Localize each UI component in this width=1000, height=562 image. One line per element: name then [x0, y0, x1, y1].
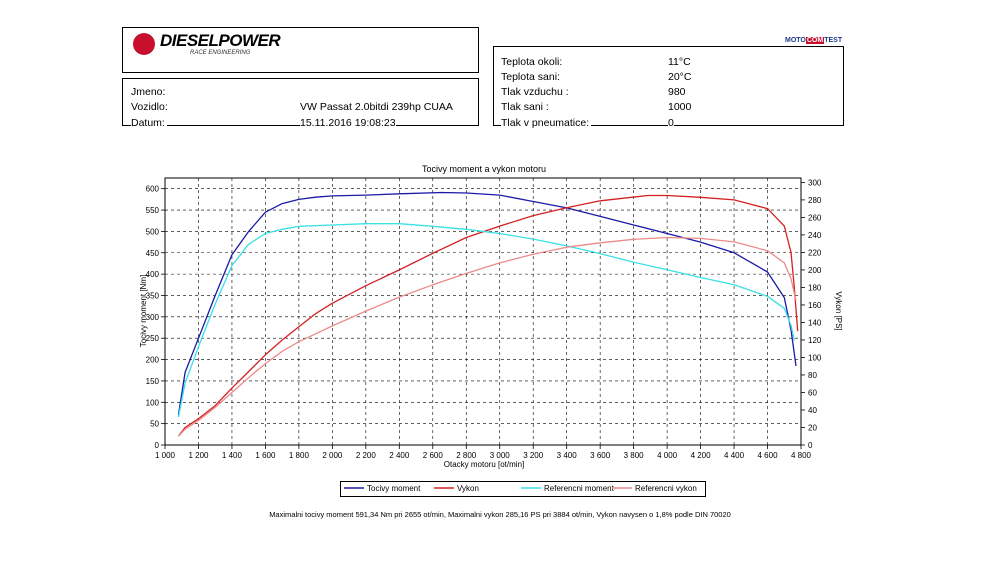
- y2-tick-label: 20: [808, 423, 817, 432]
- legend-label-tocivy-moment: Tocivy moment: [367, 484, 421, 493]
- plot-frame: [164, 177, 802, 446]
- x-tick-label: 3 000: [490, 451, 511, 460]
- series-line-tocivy-moment: [177, 191, 797, 416]
- condition-label-intake-pressure: Tlak sani :: [501, 101, 549, 113]
- y2-tick-label: 180: [808, 283, 822, 292]
- y2-tick-label: 40: [808, 406, 817, 415]
- y2-tick-label: 140: [808, 318, 822, 327]
- x-tick-label: 3 400: [557, 451, 578, 460]
- legend-label-vykon: Vykon: [457, 484, 479, 493]
- legend-label-referencni-moment: Referencni moment: [544, 484, 615, 493]
- series-lines: [177, 191, 799, 437]
- y2-tick-label: 280: [808, 196, 822, 205]
- y-tick-label: 400: [146, 270, 160, 279]
- condition-label-air-pressure: Tlak vzduchu :: [501, 86, 569, 98]
- name-label: Jmeno:: [131, 86, 166, 98]
- y-tick-label: 500: [146, 227, 160, 236]
- x-tick-label: 2 200: [356, 451, 377, 460]
- y-tick-label: 350: [146, 291, 160, 300]
- chart-title: Tocivy moment a vykon motoru: [422, 164, 546, 174]
- vehicle-value: VW Passat 2.0bitdi 239hp CUAA: [300, 101, 453, 113]
- y2-tick-label: 120: [808, 336, 822, 345]
- y-axis-label: Tocivy moment [Nm]: [139, 275, 148, 347]
- logo-panel: [122, 27, 479, 73]
- y-tick-label: 300: [146, 313, 160, 322]
- x-tick-label: 1 200: [188, 451, 209, 460]
- test-text: TEST: [824, 37, 843, 44]
- x-tick-label: 1 600: [255, 451, 276, 460]
- condition-label-intake-temp: Teplota sani:: [501, 71, 560, 83]
- moto-text: MOTO: [785, 37, 806, 44]
- x-tick-label: 2 800: [456, 451, 477, 460]
- y-tick-label: 450: [146, 249, 160, 258]
- grid-lines: [165, 178, 801, 445]
- y2-tick-label: 300: [808, 178, 822, 187]
- y2-tick-label: 100: [808, 353, 822, 362]
- motocomtest-logo: MOTOCOMTEST: [785, 37, 842, 44]
- y-tick-label: 200: [146, 356, 160, 365]
- series-line-vykon: [177, 194, 799, 437]
- y-tick-label: 100: [146, 398, 160, 407]
- series-line-referencni-moment: [177, 223, 795, 418]
- x-tick-label: 3 600: [590, 451, 611, 460]
- x-tick-label: 3 200: [523, 451, 544, 460]
- y2-tick-label: 160: [808, 301, 822, 310]
- x-tick-label: 4 600: [758, 451, 779, 460]
- x-tick-label: 2 400: [389, 451, 410, 460]
- x-tick-label: 2 600: [423, 451, 444, 460]
- condition-value-intake-pressure: 1000: [668, 101, 692, 113]
- y2-tick-label: 80: [808, 371, 817, 380]
- brand-name: DIESELPOWER: [160, 31, 281, 50]
- brand-subtitle: RACE ENGINEERING: [190, 50, 251, 56]
- y-tick-label: 150: [146, 377, 160, 386]
- y2-tick-label: 60: [808, 388, 817, 397]
- vehicle-label: Vozidlo:: [131, 101, 168, 113]
- condition-value-air-temp: 11°C: [668, 56, 691, 68]
- date-value: 15.11.2016 19:08:23: [300, 117, 396, 129]
- y-axis-ticks: 0 50 100 150 200 250 300 350 400 450 500 550 600: [146, 185, 165, 450]
- chart-legend: [340, 481, 706, 497]
- dieselpower-logo-icon: [133, 33, 155, 55]
- x-tick-label: 1 000: [155, 451, 176, 460]
- y2-tick-label: 200: [808, 266, 822, 275]
- x-tick-label: 4 400: [724, 451, 745, 460]
- condition-value-intake-temp: 20°C: [668, 71, 692, 83]
- y-tick-label: 250: [146, 334, 160, 343]
- max-values-summary: Maximalni tocivy moment 591,34 Nm pri 26…: [269, 510, 731, 519]
- date-label: Datum:: [131, 117, 167, 129]
- x-tick-label: 1 400: [222, 451, 243, 460]
- conditions-panel: [493, 46, 844, 126]
- x-tick-label: 4 200: [691, 451, 712, 460]
- y2-tick-label: 260: [808, 213, 822, 222]
- y-tick-label: 600: [146, 185, 160, 194]
- condition-label-tire-pressure: Tlak v pneumatice:: [501, 117, 592, 129]
- x-tick-label: 3 800: [624, 451, 645, 460]
- series-line-referencni-vykon: [177, 236, 797, 437]
- y2-tick-label: 220: [808, 248, 822, 257]
- y-tick-label: 550: [146, 206, 160, 215]
- y2-axis-ticks: 0 20 40 60 80 100 120 140 160 180 200 220 240 260 280 3…: [801, 178, 822, 450]
- x-axis-ticks: 1 000 1 200 1 400 1 600 1 800 2 000 2 200 2 400…: [155, 445, 812, 460]
- x-tick-label: 4 000: [657, 451, 678, 460]
- legend-label-referencni-vykon: Referencni vykon: [635, 484, 697, 493]
- condition-label-air-temp: Teplota okoli:: [501, 56, 563, 68]
- x-tick-label: 1 800: [289, 451, 310, 460]
- x-axis-label: Otacky motoru [ot/min]: [444, 460, 524, 469]
- y2-axis-label: Vykon [PS]: [834, 291, 843, 330]
- y-tick-label: 50: [150, 420, 159, 429]
- com-text: COM: [805, 37, 825, 44]
- y2-tick-label: 240: [808, 231, 822, 240]
- x-tick-label: 2 000: [322, 451, 343, 460]
- condition-value-tire-pressure: 0: [668, 117, 674, 129]
- condition-value-air-pressure: 980: [668, 86, 686, 98]
- y-tick-label: 0: [155, 441, 160, 450]
- y2-tick-label: 0: [808, 441, 813, 450]
- x-tick-label: 4 800: [791, 451, 812, 460]
